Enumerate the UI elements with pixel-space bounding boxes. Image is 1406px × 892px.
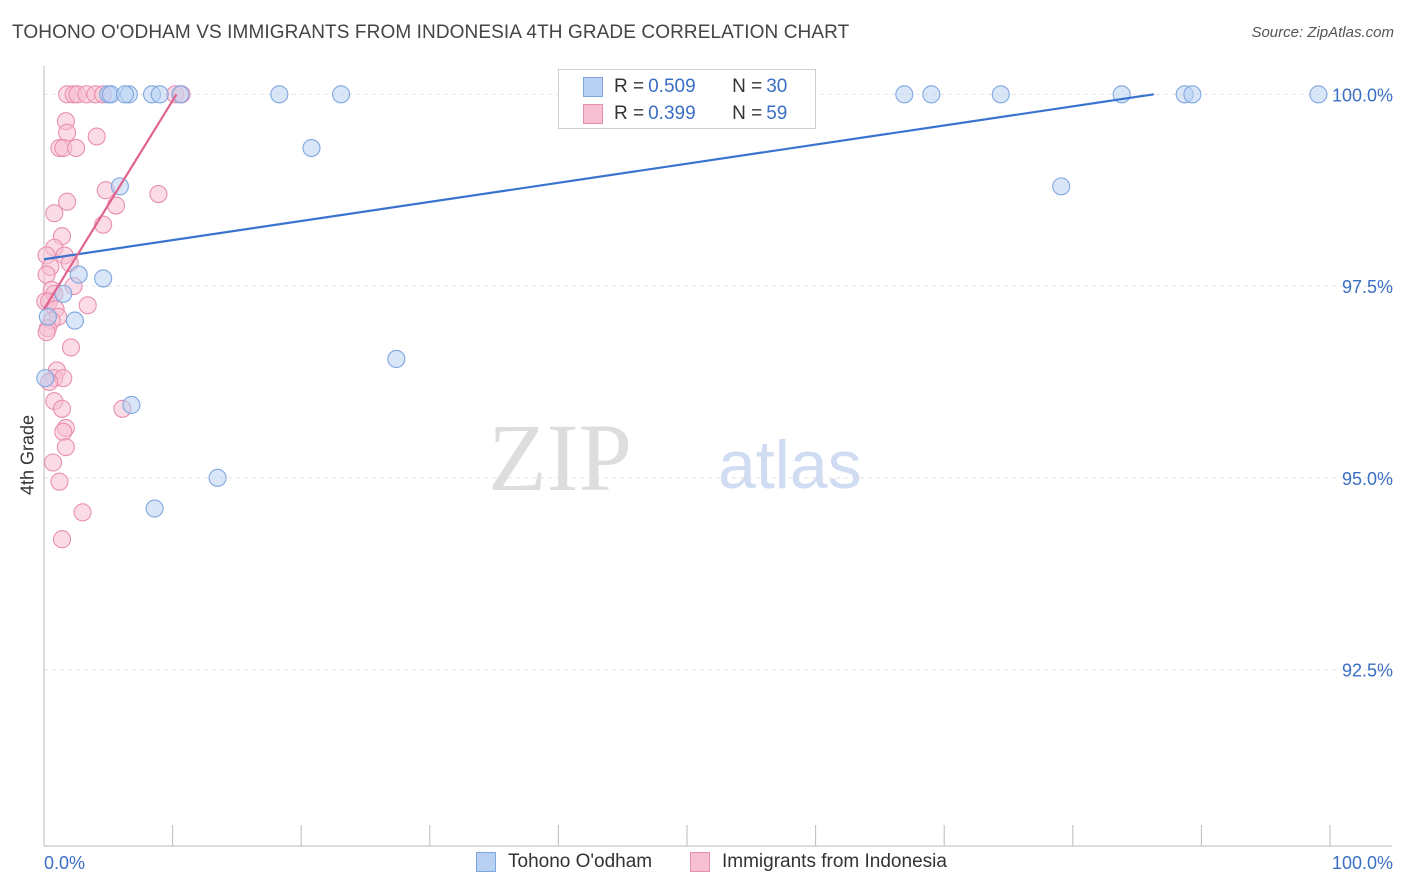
data-point-tohono	[38, 307, 57, 326]
series-tohono-oodham	[36, 85, 1328, 518]
legend-swatch-pink	[690, 852, 710, 872]
data-point-tohono	[122, 395, 141, 415]
data-point-indonesia	[43, 453, 63, 472]
data-point-indonesia	[73, 503, 92, 522]
series-legend-label: Tohono O'odham	[508, 851, 653, 872]
legend-swatch-blue	[583, 77, 603, 97]
legend-n-label: N =	[732, 103, 763, 124]
data-point-indonesia	[37, 323, 56, 342]
y-tick-label: 100.0%	[1332, 85, 1393, 105]
data-point-tohono	[1052, 177, 1071, 196]
data-point-tohono	[171, 85, 190, 104]
data-point-tohono	[208, 468, 227, 487]
data-point-tohono	[145, 499, 164, 518]
data-point-tohono	[65, 311, 84, 330]
series-legend-label: Immigrants from Indonesia	[722, 851, 947, 872]
data-point-indonesia	[54, 422, 73, 441]
legend-r-value: 0.399	[648, 103, 696, 124]
data-point-indonesia	[58, 192, 77, 211]
source-credit: Source: ZipAtlas.com	[1251, 24, 1394, 41]
data-point-tohono	[36, 369, 55, 388]
legend-swatch-pink	[583, 104, 603, 124]
data-point-tohono	[922, 85, 941, 104]
data-point-indonesia	[87, 127, 106, 146]
legend-n-label: N =	[732, 76, 763, 97]
legend-r-label: R =	[614, 76, 645, 97]
legend-swatch-blue	[476, 852, 496, 872]
series-legend: Tohono O'odham Immigrants from Indonesia	[0, 851, 1406, 879]
y-axis-label: 4th Grade	[17, 414, 38, 496]
series-legend-tohono: Tohono O'odham	[476, 851, 652, 873]
tick-labels: 92.5% 95.0% 97.5% 100.0% 0.0% 100.0%	[44, 85, 1393, 873]
legend-row-indonesia: R = 0.399 N = 59	[583, 101, 787, 127]
data-point-indonesia	[45, 204, 64, 223]
data-point-tohono	[332, 85, 351, 104]
y-tick-label: 97.5%	[1342, 277, 1393, 297]
data-point-indonesia	[52, 530, 72, 549]
data-point-indonesia	[50, 472, 69, 491]
data-point-indonesia	[78, 296, 97, 315]
data-point-tohono	[115, 85, 135, 104]
data-point-tohono	[895, 85, 914, 104]
data-point-indonesia	[106, 196, 126, 215]
legend-r-value: 0.509	[648, 76, 696, 97]
data-point-indonesia	[52, 399, 72, 418]
data-point-tohono	[387, 349, 406, 369]
data-point-indonesia	[37, 265, 56, 284]
trend-line-tohono	[43, 93, 1154, 261]
data-point-indonesia	[149, 185, 168, 204]
data-point-tohono	[270, 85, 289, 104]
gridlines	[44, 93, 1392, 671]
chart-title: TOHONO O'ODHAM VS IMMIGRANTS FROM INDONE…	[12, 22, 850, 43]
data-point-indonesia	[58, 123, 77, 142]
legend-row-tohono: R = 0.509 N = 30	[583, 74, 787, 100]
data-point-tohono	[54, 284, 73, 303]
watermark-atlas: atlas	[718, 427, 862, 503]
series-legend-indonesia: Immigrants from Indonesia	[690, 851, 947, 873]
data-point-indonesia	[61, 338, 81, 357]
data-point-tohono	[94, 269, 113, 288]
y-tick-label: 95.0%	[1342, 469, 1393, 489]
watermark: ZIP atlas	[488, 404, 862, 511]
legend-n-value: 30	[766, 76, 788, 97]
axes	[43, 66, 1392, 847]
series-immigrants-from-indonesia	[36, 85, 191, 549]
legend-r-label: R =	[614, 103, 645, 124]
legend-n-value: 59	[766, 103, 788, 124]
data-point-tohono	[991, 85, 1010, 104]
data-point-tohono	[1309, 85, 1328, 104]
data-point-tohono	[69, 265, 88, 284]
x-tick-label: 0.0%	[44, 853, 85, 873]
watermark-zip: ZIP	[488, 404, 632, 511]
data-point-tohono	[1183, 85, 1202, 104]
data-point-indonesia	[67, 138, 86, 158]
stats-legend: R = 0.509 N = 30 R = 0.399 N = 59	[558, 69, 816, 129]
x-tick-label: 100.0%	[1332, 853, 1393, 873]
data-point-indonesia	[56, 438, 75, 457]
trend-line-indonesia	[43, 93, 178, 310]
data-point-tohono	[302, 138, 321, 158]
trend-lines	[43, 93, 1154, 310]
data-point-tohono	[150, 85, 169, 104]
y-tick-label: 92.5%	[1342, 661, 1393, 681]
